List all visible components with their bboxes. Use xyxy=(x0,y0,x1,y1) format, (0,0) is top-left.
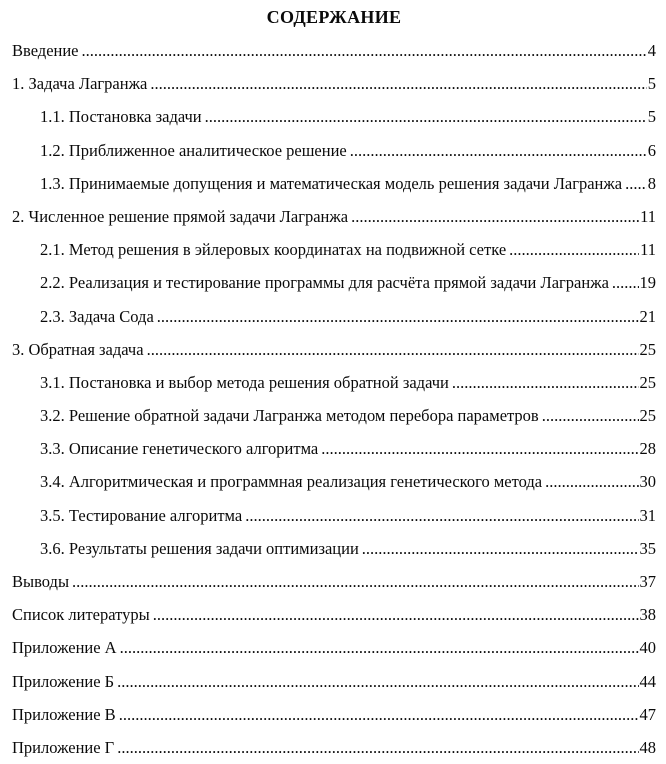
dot-leader: ........................................… xyxy=(545,472,638,492)
toc-entry-page: 5 xyxy=(647,74,656,94)
toc-entry: 2. Численное решение прямой задачи Лагра… xyxy=(12,200,656,233)
toc-entry-label: 3.4. Алгоритмическая и программная реали… xyxy=(40,472,543,492)
toc-entry-label: Приложение А xyxy=(12,638,117,658)
toc-entry: 1.1. Постановка задачи..................… xyxy=(12,100,656,133)
dot-leader: ........................................… xyxy=(204,107,647,127)
toc-entry-page: 21 xyxy=(639,306,657,326)
toc-entry-label: Список литературы xyxy=(12,605,150,625)
toc-entry-label: 2. Численное решение прямой задачи Лагра… xyxy=(12,206,349,226)
toc-entry: 1. Задача Лагранжа......................… xyxy=(12,67,656,100)
toc-entry: 2.3. Задача Сода........................… xyxy=(12,300,656,333)
dot-leader: ........................................… xyxy=(150,74,647,94)
toc-entry-page: 4 xyxy=(647,41,656,60)
toc-entry-page: 40 xyxy=(639,638,657,658)
toc-entry: Введение................................… xyxy=(12,34,656,67)
toc-entry-label: 1.3. Принимаемые допущения и математичес… xyxy=(40,173,623,193)
toc-entry-label: Приложение В xyxy=(12,704,116,724)
dot-leader: ........................................… xyxy=(118,704,639,724)
toc-entry: 3.6. Результаты решения задачи оптимизац… xyxy=(12,532,656,565)
toc-entry-page: 25 xyxy=(639,372,657,392)
dot-leader: ........................................… xyxy=(321,439,639,459)
toc-entry: 2.1. Метод решения в эйлеровых координат… xyxy=(12,233,656,266)
toc-entry-label: Приложение Г xyxy=(12,737,115,757)
toc-entry-page: 37 xyxy=(639,572,657,591)
toc-entry-label: 3.3. Описание генетического алгоритма xyxy=(40,439,319,459)
toc-entry: Приложение Г............................… xyxy=(12,731,656,764)
toc-entry-label: Выводы xyxy=(12,572,70,591)
toc-entry-page: 5 xyxy=(647,107,656,127)
toc-entry-label: 2.2. Реализация и тестирование программы… xyxy=(40,273,609,293)
dot-leader: ........................................… xyxy=(351,206,640,226)
toc-list: Введение................................… xyxy=(12,34,656,764)
toc-entry: Приложение А............................… xyxy=(12,631,656,664)
toc-entry-label: 3.1. Постановка и выбор метода решения о… xyxy=(40,372,449,392)
toc-entry-page: 47 xyxy=(639,704,657,724)
toc-entry-page: 11 xyxy=(640,206,656,226)
toc-entry-label: Введение xyxy=(12,41,79,60)
toc-entry-label: 1.1. Постановка задачи xyxy=(40,107,202,127)
dot-leader: ........................................… xyxy=(81,41,647,60)
toc-entry-page: 25 xyxy=(639,406,657,426)
toc-entry: 1.2. Приближенное аналитическое решение.… xyxy=(12,134,656,167)
dot-leader: ........................................… xyxy=(625,173,647,193)
toc-entry: 3.5. Тестирование алгоритма.............… xyxy=(12,499,656,532)
dot-leader: ........................................… xyxy=(509,240,640,260)
toc-entry: 3. Обратная задача......................… xyxy=(12,333,656,366)
dot-leader: ........................................… xyxy=(152,605,639,625)
dot-leader: ........................................… xyxy=(541,406,639,426)
toc-entry-label: 1.2. Приближенное аналитическое решение xyxy=(40,140,347,160)
toc-entry: 1.3. Принимаемые допущения и математичес… xyxy=(12,167,656,200)
toc-entry-label: 3. Обратная задача xyxy=(12,339,144,359)
page-title: СОДЕРЖАНИЕ xyxy=(266,7,402,27)
toc-entry-label: 3.6. Результаты решения задачи оптимизац… xyxy=(40,538,359,558)
dot-leader: ........................................… xyxy=(361,538,639,558)
toc-entry-page: 35 xyxy=(639,538,657,558)
toc-entry-page: 19 xyxy=(639,273,657,293)
toc-entry-page: 44 xyxy=(639,671,657,691)
toc-entry-page: 38 xyxy=(639,605,657,625)
toc-entry-label: Приложение Б xyxy=(12,671,115,691)
toc-entry: 3.2. Решение обратной задачи Лагранжа ме… xyxy=(12,399,656,432)
toc-entry: 3.3. Описание генетического алгоритма...… xyxy=(12,432,656,465)
dot-leader: ........................................… xyxy=(119,638,639,658)
toc-entry-page: 11 xyxy=(640,240,656,260)
dot-leader: ........................................… xyxy=(72,572,639,591)
toc-entry: 3.1. Постановка и выбор метода решения о… xyxy=(12,366,656,399)
toc-entry-page: 25 xyxy=(639,339,657,359)
toc-entry-page: 48 xyxy=(639,737,657,757)
dot-leader: ........................................… xyxy=(117,671,638,691)
toc-entry-label: 1. Задача Лагранжа xyxy=(12,74,148,94)
toc-entry: Выводы..................................… xyxy=(12,565,656,598)
dot-leader: ........................................… xyxy=(611,273,639,293)
toc-entry-page: 8 xyxy=(647,173,656,193)
dot-leader: ........................................… xyxy=(451,372,639,392)
toc-entry-page: 30 xyxy=(639,472,657,492)
toc-entry-label: 3.2. Решение обратной задачи Лагранжа ме… xyxy=(40,406,539,426)
toc-entry-page: 28 xyxy=(639,439,657,459)
toc-entry: Список литературы.......................… xyxy=(12,598,656,631)
toc-entry-label: 2.1. Метод решения в эйлеровых координат… xyxy=(40,240,507,260)
dot-leader: ........................................… xyxy=(156,306,639,326)
dot-leader: ........................................… xyxy=(117,737,638,757)
toc-entry-page: 6 xyxy=(647,140,656,160)
toc-entry: Приложение В............................… xyxy=(12,698,656,731)
toc-entry: 3.4. Алгоритмическая и программная реали… xyxy=(12,465,656,498)
dot-leader: ........................................… xyxy=(245,505,638,525)
toc-entry: 2.2. Реализация и тестирование программы… xyxy=(12,266,656,299)
toc-entry: Приложение Б............................… xyxy=(12,665,656,698)
toc-entry-label: 2.3. Задача Сода xyxy=(40,306,154,326)
dot-leader: ........................................… xyxy=(146,339,639,359)
toc-entry-page: 31 xyxy=(639,505,657,525)
toc-entry-label: 3.5. Тестирование алгоритма xyxy=(40,505,243,525)
dot-leader: ........................................… xyxy=(349,140,647,160)
